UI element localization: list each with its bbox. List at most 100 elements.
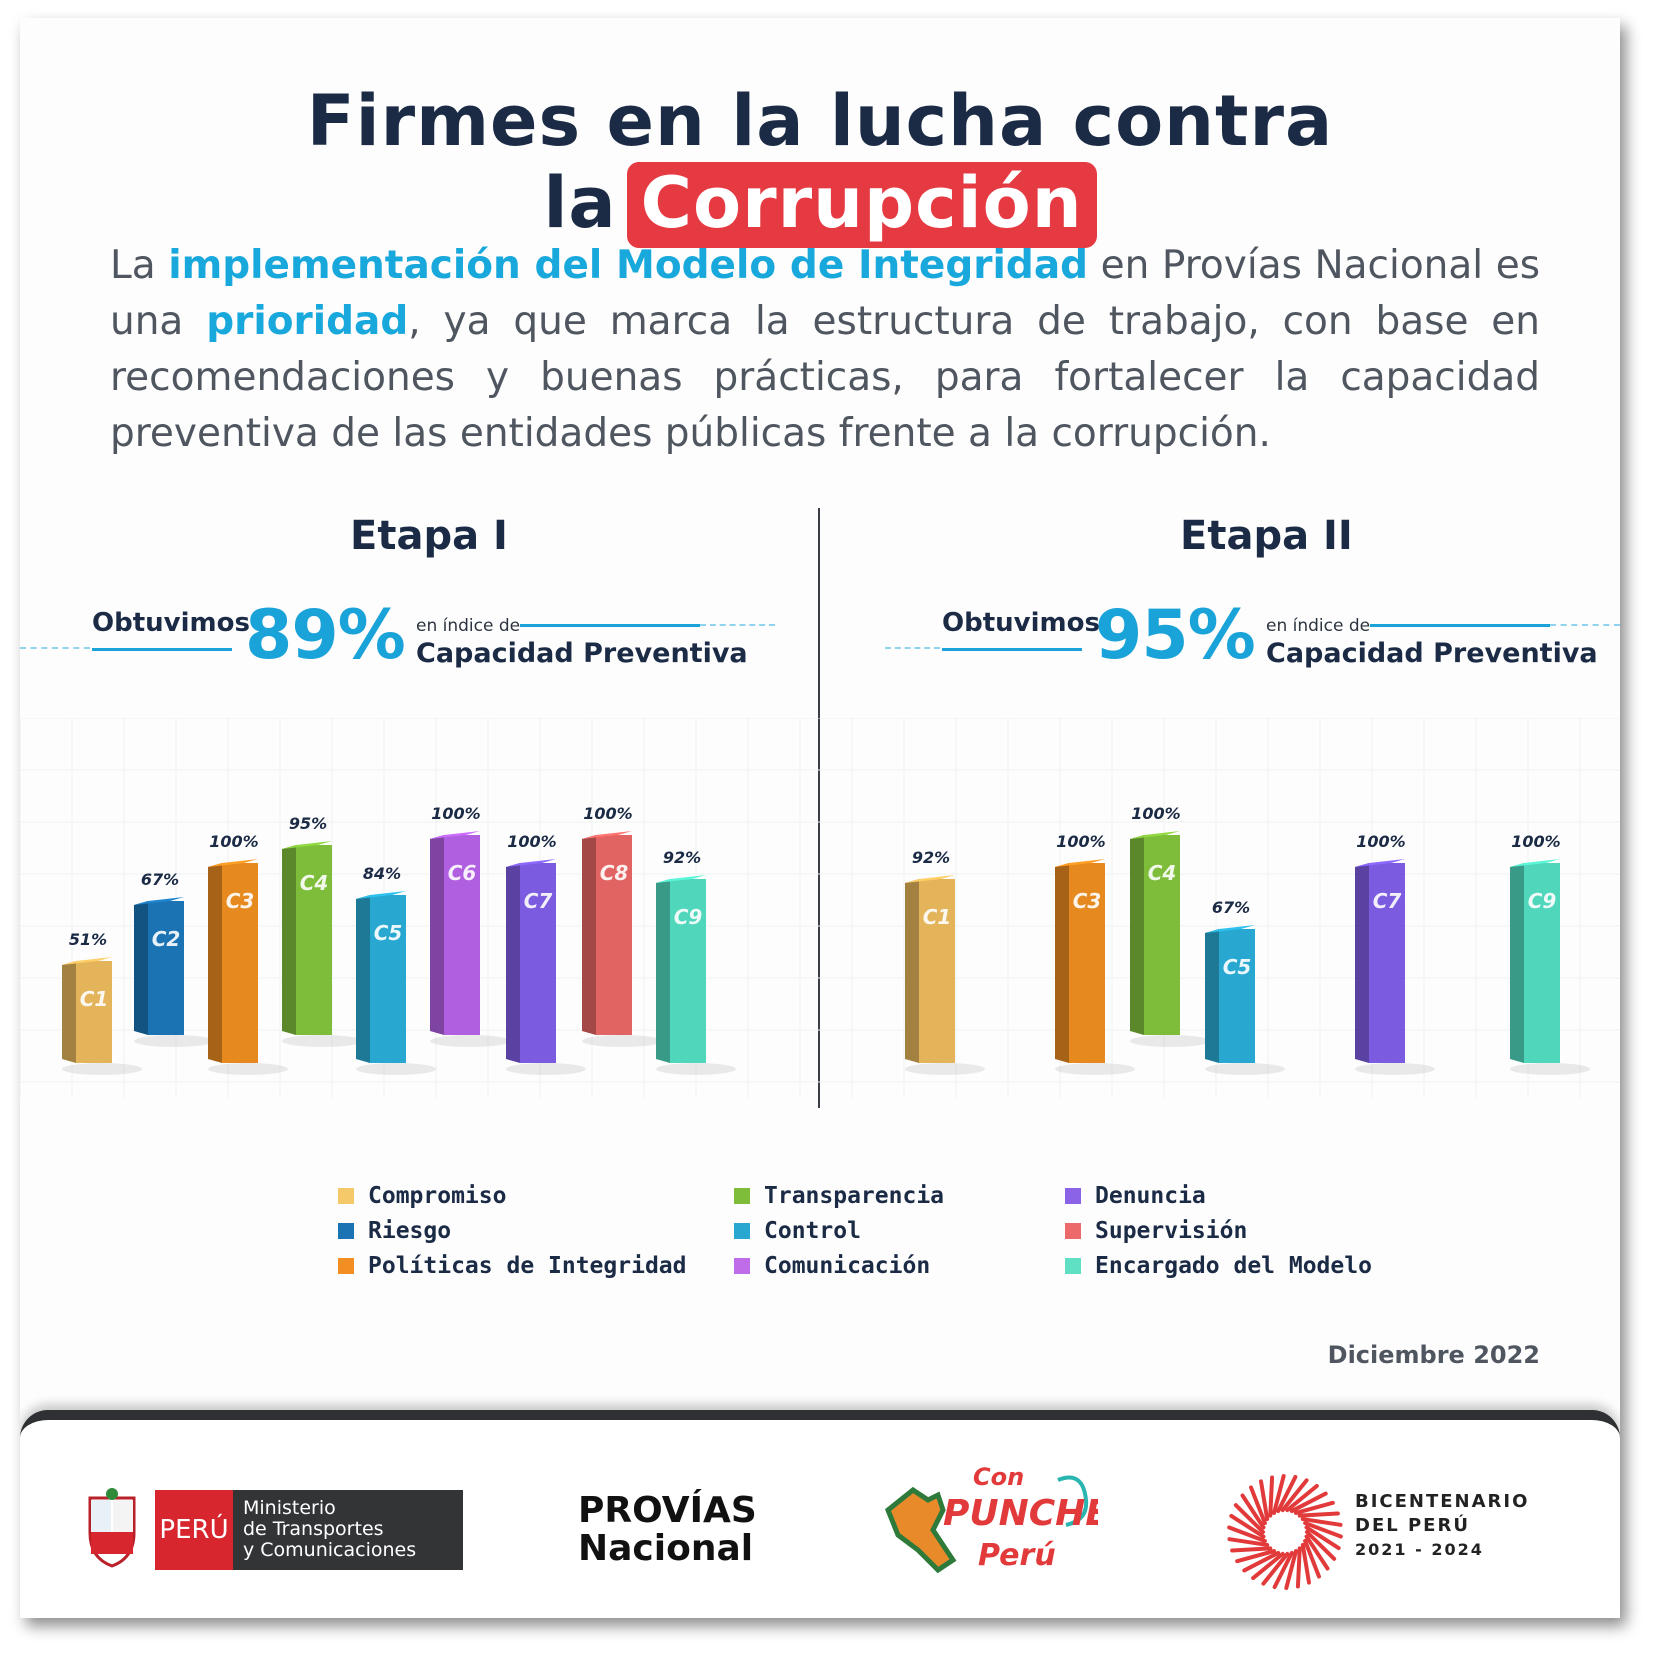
legend-col-2: Transparencia Control Comunicación [734, 1178, 944, 1283]
bar-category-label: C6 [448, 861, 477, 885]
stage1-index-label: Capacidad Preventiva [416, 638, 748, 669]
stage1-dash-right [700, 624, 775, 626]
bar-category-label: C2 [152, 927, 181, 951]
bar-value-label: 67% [141, 870, 179, 889]
con-punche-peru-logo: Con PUNCHE Perú [868, 1450, 1110, 1594]
legend-col-1: Compromiso Riesgo Políticas de Integrida… [338, 1178, 687, 1283]
bar-value-label: 84% [363, 864, 401, 883]
intro-text-3: , ya que marca la estructura de trabajo,… [110, 299, 1541, 456]
bar-category-label: C7 [524, 889, 553, 913]
bar-category-label: C3 [226, 889, 255, 913]
legend-swatch [734, 1222, 750, 1239]
stage-divider [818, 508, 820, 1108]
legend-item: Transparencia [734, 1178, 944, 1213]
bar-etapa-i-c8: C8 100% [582, 804, 662, 1047]
stage1-title: Etapa I [350, 513, 508, 559]
legend-item: Riesgo [338, 1213, 687, 1248]
bar-etapa-ii-c9: C9 100% [1510, 832, 1590, 1075]
bar-etapa-ii-c5: C5 67% [1205, 898, 1285, 1075]
stage2-index-small: en índice de [1266, 616, 1371, 636]
mtc-logo: PERÚ Ministerio de Transportes y Comunic… [155, 1490, 463, 1570]
bar-etapa-i-c1: C1 51% [62, 930, 142, 1075]
bar-etapa-i-c4: C4 95% [282, 814, 362, 1047]
legend-item: Compromiso [338, 1178, 687, 1213]
bar-etapa-ii-c1: C1 92% [905, 848, 985, 1075]
infographic-card: Firmes en la lucha contra la Corrupción L… [20, 18, 1620, 1618]
stage2-underline [942, 648, 1082, 651]
title-highlight: Corrupción [626, 162, 1097, 248]
stage2-title: Etapa II [1180, 513, 1353, 559]
bar-category-label: C9 [674, 905, 703, 929]
legend-item: Políticas de Integridad [338, 1248, 687, 1283]
bicentenario-text: BICENTENARIO DEL PERÚ 2021 - 2024 [1355, 1491, 1530, 1559]
legend-swatch [1065, 1187, 1081, 1204]
stage1-underline [92, 648, 232, 651]
provias-logo: PROVÍAS Nacional [578, 1490, 757, 1569]
bar-value-label: 100% [209, 832, 258, 851]
stage1-index-small: en índice de [416, 616, 521, 636]
bar-value-label: 100% [431, 804, 480, 823]
intro-text-2: en Provías Nacional es una [110, 243, 1541, 344]
stage2-index-label: Capacidad Preventiva [1266, 638, 1598, 669]
legend-swatch [1065, 1222, 1081, 1239]
bar-etapa-i-c9: C9 92% [656, 848, 736, 1075]
stage2-topline [1370, 624, 1550, 627]
bar-value-label: 95% [289, 814, 327, 833]
bar-value-label: 100% [1511, 832, 1560, 851]
bar-etapa-i-c3: C3 100% [208, 832, 288, 1075]
stage2-dash-right [1550, 624, 1620, 626]
peru-map-icon: Con PUNCHE Perú [884, 1463, 1110, 1574]
page-title: Firmes en la lucha contra la Corrupción [20, 80, 1620, 248]
stage2-percent: 95% [1095, 596, 1256, 675]
bar-etapa-ii-c7: C7 100% [1355, 832, 1435, 1075]
bar-etapa-i-c7: C7 100% [506, 832, 586, 1075]
bar-category-label: C1 [923, 905, 952, 929]
intro-highlight-1: implementación del Modelo de Integridad [168, 243, 1089, 288]
bar-category-label: C9 [1528, 889, 1557, 913]
bar-category-label: C3 [1073, 889, 1102, 913]
legend-item: Denuncia [1065, 1178, 1372, 1213]
bar-category-label: C7 [1373, 889, 1402, 913]
bar-category-label: C4 [1148, 861, 1177, 885]
bar-value-label: 100% [1131, 804, 1180, 823]
stage2-obtained: Obtuvimos [942, 608, 1100, 638]
footer-logos: PERÚ Ministerio de Transportes y Comunic… [20, 1410, 1620, 1618]
legend-item: Supervisión [1065, 1213, 1372, 1248]
bar-category-label: C4 [300, 871, 329, 895]
stage1-dash-left [20, 647, 90, 649]
legend-swatch [1065, 1257, 1081, 1274]
stage1-percent: 89% [245, 596, 406, 675]
intro-highlight-2: prioridad [206, 299, 409, 344]
bar-category-label: C1 [80, 987, 109, 1011]
bar-category-label: C8 [600, 861, 629, 885]
legend-item: Comunicación [734, 1248, 944, 1283]
bar-etapa-i-c2: C2 67% [134, 870, 214, 1047]
legend-swatch [734, 1187, 750, 1204]
legend-item: Control [734, 1213, 944, 1248]
bar-etapa-ii-c3: C3 100% [1055, 832, 1135, 1075]
bar-etapa-ii-c4: C4 100% [1130, 804, 1210, 1047]
bar-category-label: C5 [374, 921, 403, 945]
legend-swatch [338, 1257, 354, 1274]
bar-value-label: 100% [1056, 832, 1105, 851]
svg-text:Perú: Perú [978, 1538, 1056, 1573]
bar-value-label: 92% [912, 848, 950, 867]
legend-item: Encargado del Modelo [1065, 1248, 1372, 1283]
bicentenario-sun-icon [1227, 1474, 1343, 1590]
legend-swatch [338, 1222, 354, 1239]
mtc-text: Ministerio de Transportes y Comunicacion… [233, 1490, 463, 1570]
bar-etapa-i-c6: C6 100% [430, 804, 510, 1047]
bar-value-label: 67% [1212, 898, 1250, 917]
bar-value-label: 100% [1356, 832, 1405, 851]
date-label: Diciembre 2022 [1327, 1341, 1540, 1369]
bar-category-label: C5 [1223, 955, 1252, 979]
legend-swatch [338, 1187, 354, 1204]
legend-swatch [734, 1257, 750, 1274]
peru-label: PERÚ [155, 1490, 233, 1570]
stage1-obtained: Obtuvimos [92, 608, 250, 638]
svg-text:PUNCHE: PUNCHE [943, 1493, 1098, 1534]
stage2-dash-left [885, 647, 940, 649]
bar-value-label: 51% [69, 930, 107, 949]
bar-value-label: 92% [663, 848, 701, 867]
